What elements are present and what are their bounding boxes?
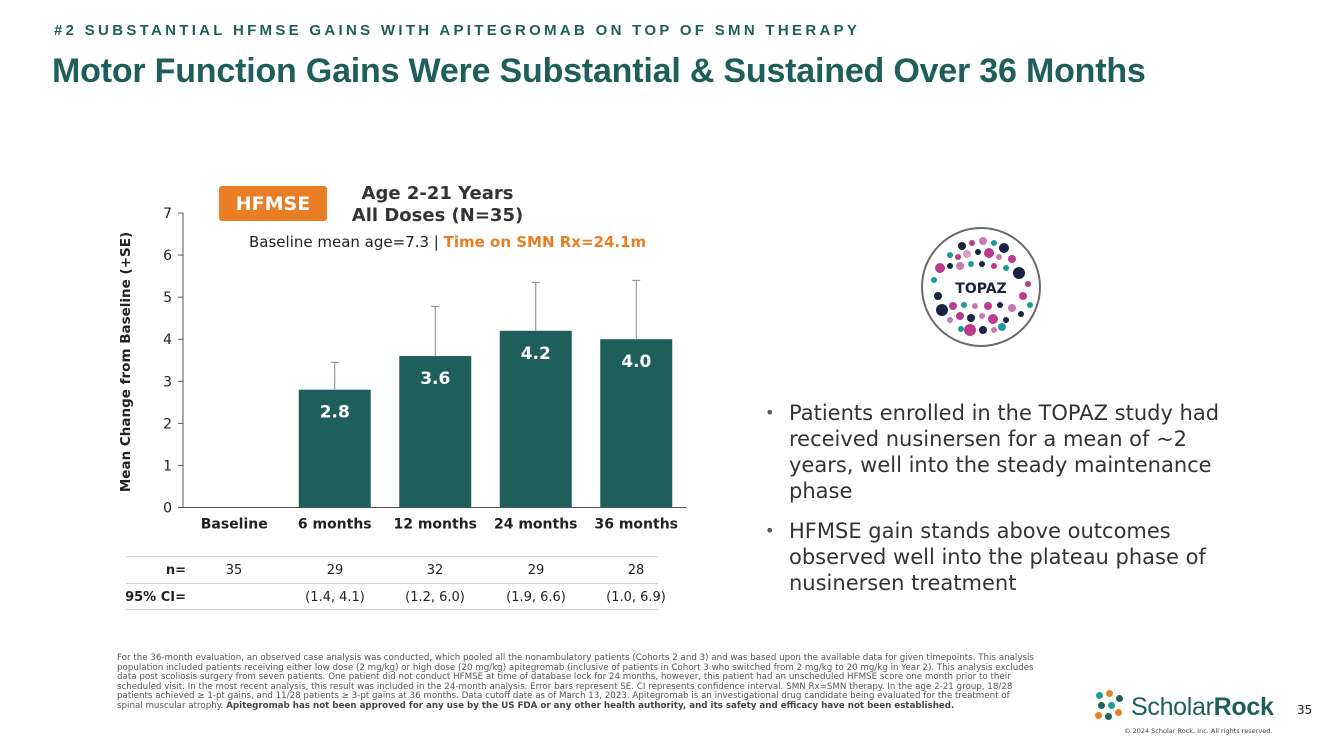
- bar: [499, 330, 572, 508]
- y-tick-label: 5: [163, 290, 172, 306]
- brand-name-part1: Scholar: [1131, 692, 1214, 721]
- bar-value-label: 4.2: [521, 344, 551, 364]
- bar: [399, 356, 472, 508]
- y-tick-label: 3: [163, 374, 172, 390]
- n-value-6m: 29: [326, 563, 344, 578]
- scholar-rock-logo: ScholarRock: [1094, 690, 1274, 724]
- chart-title: Age 2-21 Years All Doses (N=35): [345, 183, 530, 227]
- n-value-36m: 28: [627, 563, 645, 578]
- x-tick-label: 12 months: [393, 517, 477, 533]
- bullet-item: HFMSE gain stands above outcomes observe…: [765, 518, 1235, 596]
- page-number: 35: [1297, 703, 1313, 717]
- footnote-disclaimer: Apitegromab has not been approved for an…: [226, 700, 955, 711]
- bar-value-label: 2.8: [320, 403, 350, 423]
- topaz-logo: TOPAZ: [921, 227, 1041, 347]
- bullet-item: Patients enrolled in the TOPAZ study had…: [765, 400, 1235, 504]
- baseline-text: Baseline mean age=7.3 |: [249, 233, 444, 251]
- ci-row: 95% CI= (1.4, 4.1) (1.2, 6.0) (1.9, 6.6)…: [125, 583, 666, 610]
- x-tick-label: 36 months: [594, 517, 678, 533]
- n-table: n= 35 29 32 29 28 95% CI= (1.4, 4.1) (1.…: [125, 556, 666, 610]
- scholar-rock-mark-icon: [1095, 690, 1123, 720]
- n-value-baseline: 35: [225, 563, 243, 578]
- y-tick-label: 4: [163, 332, 172, 348]
- x-tick-label: Baseline: [201, 517, 268, 533]
- footnote-text: For the 36-month evaluation, an observed…: [117, 653, 1034, 711]
- bar: [600, 339, 673, 508]
- chart-title-line2: All Doses (N=35): [351, 205, 524, 226]
- n-value-12m: 32: [426, 563, 444, 578]
- brand-name-part2: Rock: [1213, 692, 1274, 721]
- ci-value-24m: (1.9, 6.6): [506, 590, 566, 605]
- x-tick-label: 24 months: [494, 517, 578, 533]
- y-axis-label: Mean Change from Baseline (+SE): [118, 231, 134, 493]
- smn-time-highlight: Time on SMN Rx=24.1m: [443, 233, 647, 251]
- copyright: © 2024 Scholar Rock, Inc. All rights res…: [1124, 727, 1273, 735]
- y-tick-label: 0: [163, 501, 172, 517]
- bar-value-label: 3.6: [420, 369, 450, 389]
- chart-title-line1: Age 2-21 Years: [361, 183, 514, 204]
- ci-value-12m: (1.2, 6.0): [405, 590, 465, 605]
- bar-value-label: 4.0: [621, 352, 651, 372]
- n-value-24m: 29: [527, 563, 545, 578]
- ci-value-36m: (1.0, 6.9): [606, 590, 666, 605]
- bar: [298, 389, 371, 508]
- y-tick-label: 1: [163, 458, 172, 474]
- hfmse-badge: HFMSE: [219, 186, 327, 221]
- n-label: n=: [165, 563, 186, 578]
- footnote: For the 36-month evaluation, an observed…: [117, 653, 1037, 712]
- baseline-note: Baseline mean age=7.3 | Time on SMN Rx=2…: [249, 233, 646, 251]
- x-tick-label: 6 months: [298, 517, 372, 533]
- y-tick-label: 2: [163, 416, 172, 432]
- y-tick-label: 7: [163, 206, 172, 222]
- y-tick-label: 6: [163, 248, 172, 264]
- topaz-logo-text: TOPAZ: [955, 281, 1006, 297]
- key-points: Patients enrolled in the TOPAZ study had…: [765, 400, 1235, 610]
- ci-label: 95% CI=: [125, 590, 186, 605]
- brand-name: ScholarRock: [1131, 693, 1274, 722]
- ci-value-6m: (1.4, 4.1): [305, 590, 365, 605]
- section-kicker: #2 SUBSTANTIAL HFMSE GAINS WITH APITEGRO…: [54, 22, 861, 39]
- n-row: n= 35 29 32 29 28: [126, 556, 658, 583]
- page-title: Motor Function Gains Were Substantial & …: [52, 52, 1146, 90]
